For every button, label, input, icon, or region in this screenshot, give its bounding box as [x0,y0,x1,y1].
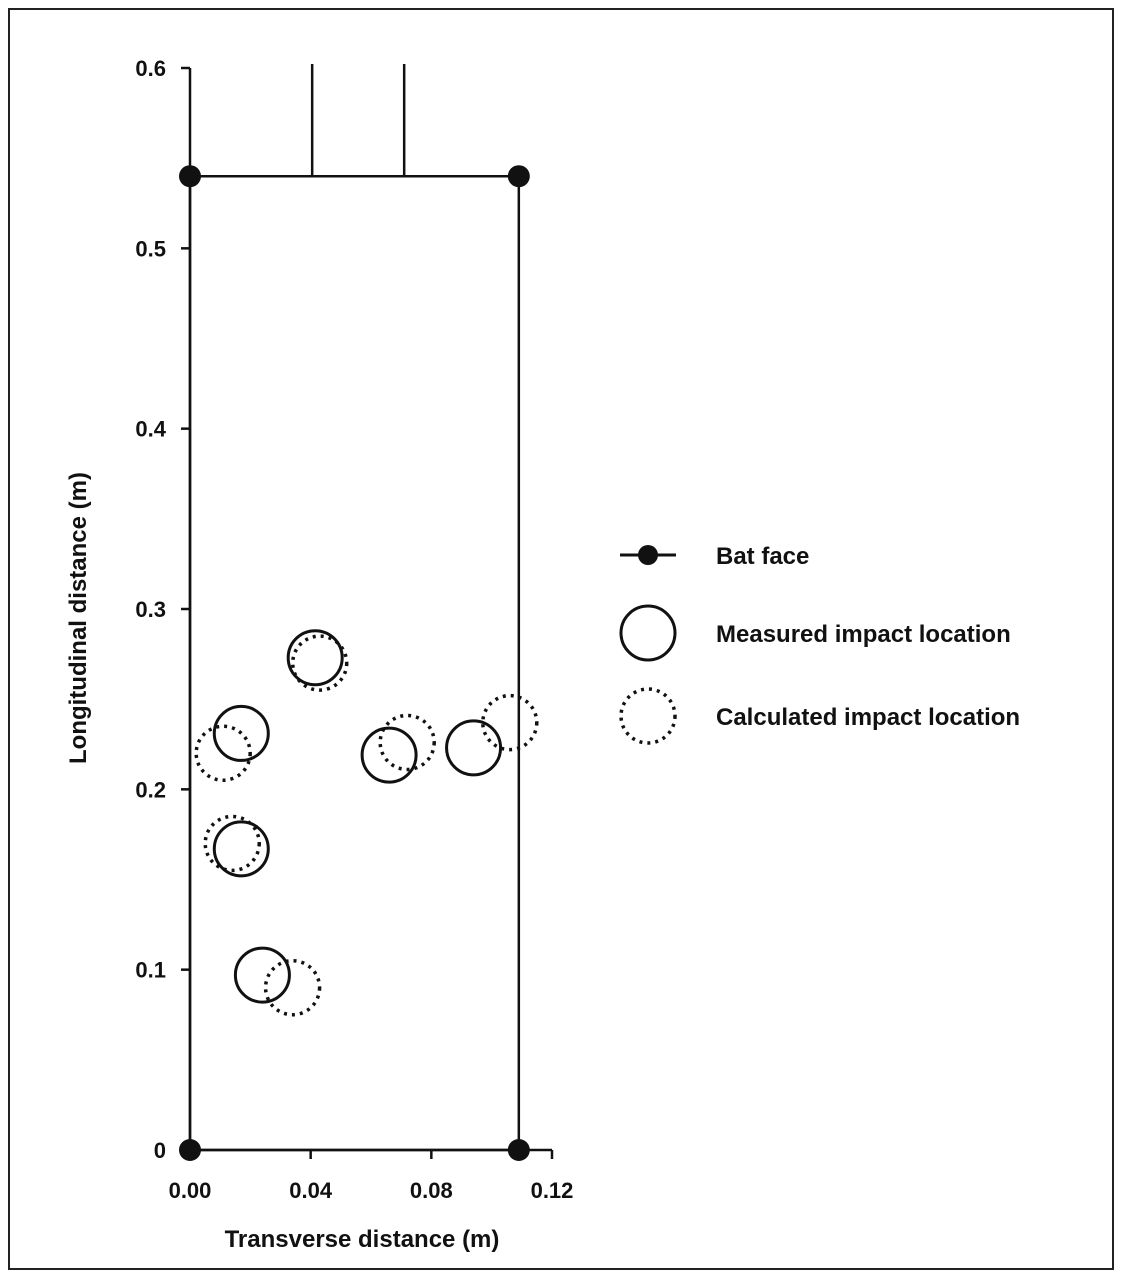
calculated-impact-point [481,693,539,752]
legend-calculated-symbol [619,687,677,745]
y-tick-label: 0.4 [135,417,166,442]
legend-measured-symbol [619,604,677,662]
bat-face-marker [179,165,201,188]
bat-face-marker [507,1139,530,1161]
calculated-impact-point [378,713,436,772]
legend: Bat face Measured impact location Calcul… [619,543,1020,745]
calculated-impact-point [290,634,349,692]
legend-measured-label: Measured impact location [716,621,1011,648]
x-tick-label: 0.08 [410,1178,453,1203]
bat-face-marker [507,165,530,188]
x-axis-label: Transverse distance (m) [225,1226,500,1253]
measured-impact-point [212,704,270,762]
y-tick-label: 0.1 [135,958,166,983]
bat-face-marker [179,1139,201,1161]
axes: 0.00 0.04 0.08 0.12 0 0.1 0.2 0.3 0.4 0.5 0.6 [135,56,573,1203]
calculated-impact-point [263,958,322,1017]
y-tick-label: 0.5 [135,236,166,261]
measured-impact-point [212,820,270,878]
measured-impact-point [445,719,503,777]
calculated-points [194,634,539,1017]
y-tick-label: 0.3 [135,597,166,622]
x-tick-label: 0.00 [169,1178,212,1203]
legend-bat-face-label: Bat face [716,543,809,570]
y-tick-label: 0.2 [135,777,166,802]
measured-points [212,629,503,1004]
calculated-impact-point [194,724,252,783]
x-tick-label: 0.04 [289,1178,333,1203]
bat-face-outline [179,64,530,1161]
legend-bat-face-marker [638,545,658,565]
chart-frame [8,8,1114,1270]
measured-impact-point [233,946,291,1004]
y-tick-label: 0.6 [135,56,166,81]
calculated-impact-point [203,814,261,873]
measured-impact-point [360,726,418,784]
y-tick-label: 0 [154,1138,166,1163]
bat-face-line [188,174,521,1152]
measured-impact-point [286,629,344,687]
x-tick-label: 0.12 [531,1178,574,1203]
legend-calculated-label: Calculated impact location [716,704,1020,731]
y-axis-label: Longitudinal distance (m) [65,472,92,764]
